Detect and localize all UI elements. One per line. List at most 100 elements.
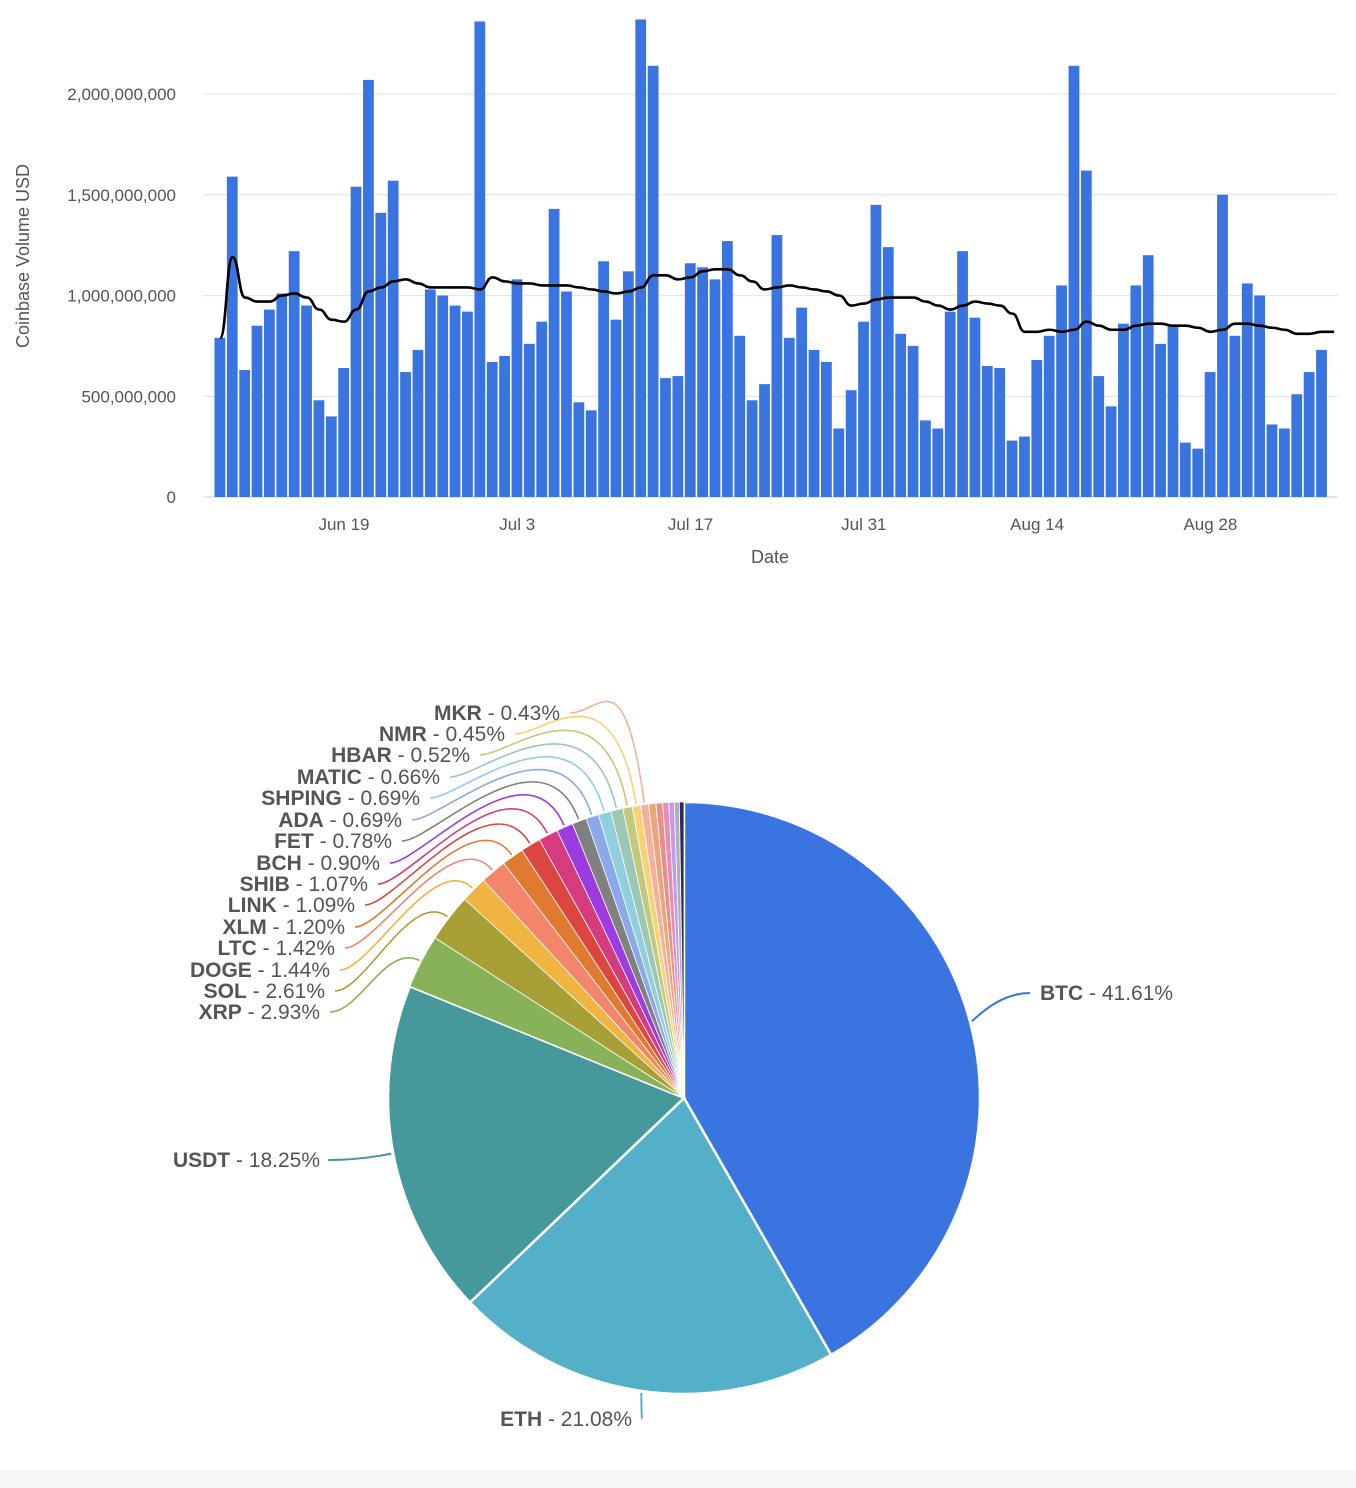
- pie-label-percent: - 0.45%: [427, 723, 505, 746]
- bar: [920, 420, 931, 497]
- bar: [276, 293, 288, 497]
- pie-slice: [682, 800, 982, 1357]
- leader-line: [640, 1392, 643, 1420]
- pie-slices: [386, 800, 982, 1396]
- bar: [721, 241, 733, 497]
- pie-labels: BTC - 41.61% ETH - 21.08% USDT - 18.25% XRP…: [173, 702, 1173, 1431]
- leader-line: [449, 743, 618, 808]
- pie-label: ADA - 0.69%: [278, 809, 402, 832]
- y-tick-labels: 0 500,000,000 1,000,000,000 1,500,000,000 2,…: [67, 85, 176, 507]
- leader-line: [364, 823, 531, 906]
- bar: [585, 410, 597, 497]
- pie-label-symbol: SHPING: [261, 787, 342, 810]
- pie-label-percent: - 0.90%: [302, 852, 380, 875]
- bar: [301, 305, 312, 497]
- bar: [1043, 335, 1055, 497]
- pie-label: SHPING - 0.69%: [261, 787, 420, 810]
- moving-average-path: [218, 255, 1335, 340]
- bar: [486, 361, 498, 497]
- pie-label-percent: - 1.07%: [290, 873, 368, 896]
- bar: [610, 319, 622, 497]
- bar: [1316, 349, 1327, 497]
- bar: [870, 204, 882, 497]
- bar: [858, 321, 869, 497]
- pie-label: FET - 0.78%: [274, 830, 392, 853]
- bar: [1204, 372, 1216, 497]
- pie-label-symbol: USDT: [173, 1149, 230, 1172]
- pie-label: ETH - 21.08%: [500, 1408, 632, 1431]
- x-tick-labels: Jun 19 Jul 3 Jul 17 Jul 31 Aug 14 Aug 28: [318, 515, 1237, 534]
- pie-label: BTC - 41.61%: [1040, 982, 1173, 1005]
- leader-line: [401, 781, 580, 842]
- pie-chart: BTC - 41.61% ETH - 21.08% USDT - 18.25% XRP…: [173, 700, 1173, 1431]
- bar: [783, 337, 795, 497]
- bar: [350, 186, 362, 497]
- y-tick-label: 1,000,000,000: [67, 287, 176, 306]
- bar: [808, 349, 820, 497]
- pie-label-symbol: MKR: [434, 702, 482, 725]
- bar: [1278, 428, 1290, 497]
- pie-label: LINK - 1.09%: [228, 894, 355, 917]
- bar: [1031, 359, 1043, 497]
- pie-label-percent: - 0.69%: [324, 809, 402, 832]
- pie-label-symbol: LINK: [228, 894, 277, 917]
- leader-line: [339, 879, 474, 971]
- bar: [1056, 285, 1067, 497]
- pie-label-symbol: ETH: [500, 1408, 542, 1431]
- pie-label-percent: - 0.66%: [362, 766, 440, 789]
- pie-label-percent: - 1.42%: [257, 937, 335, 960]
- pie-label-percent: - 0.78%: [314, 830, 392, 853]
- bar: [944, 311, 956, 497]
- bar: [239, 370, 251, 497]
- bar: [449, 305, 461, 497]
- pie-leader-lines: [327, 700, 1031, 1420]
- bar: [994, 368, 1006, 497]
- pie-label-symbol: ADA: [278, 809, 324, 832]
- pie-label-symbol: XLM: [222, 916, 266, 939]
- pie-label-symbol: MATIC: [297, 766, 362, 789]
- x-tick-label: Jul 3: [499, 515, 535, 534]
- bar: [1118, 323, 1129, 497]
- bar: [1093, 376, 1105, 497]
- pie-label-percent: - 1.44%: [252, 959, 330, 982]
- y-axis-title: Coinbase Volume USD: [13, 164, 33, 348]
- pie-label-percent: - 41.61%: [1083, 982, 1173, 1005]
- bar: [412, 349, 424, 497]
- bar: [598, 261, 609, 497]
- bar: [462, 311, 473, 497]
- bar: [1179, 442, 1191, 497]
- bar: [697, 267, 709, 497]
- bar: [771, 235, 783, 498]
- leader-line: [344, 858, 493, 949]
- pie-label-percent: - 18.25%: [230, 1149, 320, 1172]
- pie-label-percent: - 0.52%: [392, 744, 470, 767]
- bar: [709, 279, 721, 497]
- bar: [895, 333, 907, 497]
- bar: [647, 65, 659, 497]
- pie-label: MATIC - 0.66%: [297, 766, 440, 789]
- pie-label-symbol: SHIB: [240, 873, 290, 896]
- y-tick-label: 2,000,000,000: [67, 85, 176, 104]
- pie-label-percent: - 2.61%: [247, 980, 325, 1003]
- pie-slice: [678, 801, 685, 1099]
- bar: [548, 208, 560, 498]
- bar: [684, 263, 696, 497]
- pie-label: XRP - 2.93%: [199, 1001, 320, 1024]
- pie-label-percent: - 0.69%: [342, 787, 420, 810]
- bar: [845, 390, 857, 497]
- bar: [214, 337, 226, 497]
- pie-label-symbol: NMR: [379, 723, 427, 746]
- bar: [437, 295, 449, 497]
- bar: [1217, 194, 1228, 497]
- bar: [635, 19, 647, 497]
- bar: [1229, 335, 1241, 497]
- bar: [734, 335, 746, 497]
- pie-label-percent: - 0.43%: [482, 702, 560, 725]
- pie-slice: [468, 1095, 833, 1396]
- x-tick-label: Jul 31: [841, 515, 886, 534]
- pie-label-symbol: BCH: [256, 852, 302, 875]
- bar: [796, 307, 808, 497]
- bar: [1254, 295, 1266, 497]
- bar: [759, 384, 770, 497]
- bar: [536, 321, 548, 497]
